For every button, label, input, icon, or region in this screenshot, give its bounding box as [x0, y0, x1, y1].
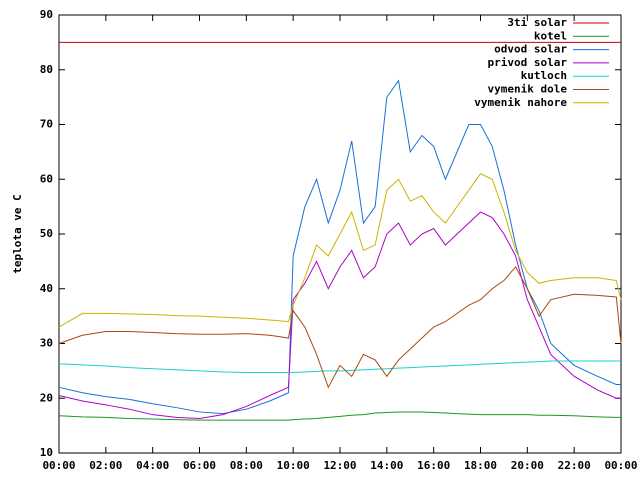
- y-tick-label: 90: [40, 8, 53, 21]
- x-tick-label: 12:00: [323, 459, 356, 472]
- series-line: [58, 411, 621, 421]
- series-line: [58, 173, 622, 328]
- y-tick-label: 10: [40, 446, 53, 459]
- y-tick-label: 20: [40, 391, 53, 404]
- legend-label: vymenik dole: [488, 83, 568, 96]
- x-tick-label: 20:00: [511, 459, 544, 472]
- y-tick-label: 60: [40, 172, 53, 185]
- legend-label: vymenik nahore: [474, 96, 567, 109]
- legend-label: odvod solar: [494, 43, 567, 56]
- x-tick-label: 14:00: [370, 459, 403, 472]
- x-tick-label: 00:00: [42, 459, 75, 472]
- series-line: [58, 79, 621, 415]
- x-tick-label: 08:00: [230, 459, 263, 472]
- y-tick-label: 40: [40, 282, 53, 295]
- x-tick-label: 06:00: [183, 459, 216, 472]
- y-tick-label: 30: [40, 337, 53, 350]
- legend-label: kutloch: [521, 69, 567, 82]
- x-tick-label: 18:00: [464, 459, 497, 472]
- x-tick-label: 00:00: [604, 459, 637, 472]
- y-tick-label: 80: [40, 63, 53, 76]
- x-tick-label: 04:00: [136, 459, 169, 472]
- series-line: [58, 211, 621, 420]
- x-tick-label: 10:00: [277, 459, 310, 472]
- legend-label: privod solar: [488, 56, 568, 69]
- y-axis-label: teplota ve C: [11, 194, 24, 273]
- x-tick-label: 16:00: [417, 459, 450, 472]
- y-tick-label: 50: [40, 227, 53, 240]
- x-tick-label: 02:00: [89, 459, 122, 472]
- x-tick-label: 22:00: [558, 459, 591, 472]
- series-line: [58, 360, 621, 374]
- legend-label: 3ti solar: [507, 16, 567, 29]
- y-tick-label: 70: [40, 118, 53, 131]
- legend-label: kotel: [534, 29, 567, 42]
- series-line: [58, 265, 622, 389]
